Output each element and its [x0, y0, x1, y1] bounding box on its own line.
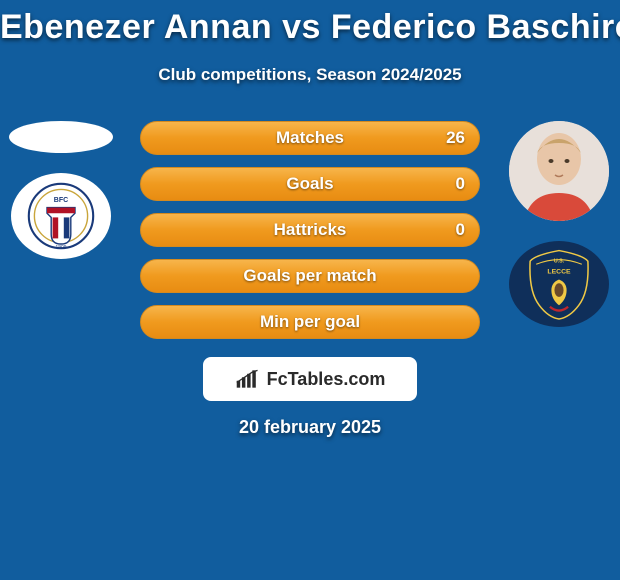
- player1-name: Ebenezer Annan: [0, 8, 272, 46]
- svg-text:BFC: BFC: [54, 197, 68, 204]
- page-title: Ebenezer Annan vs Federico Baschirotto: [0, 0, 620, 47]
- stat-label: Goals: [141, 168, 479, 200]
- stat-bar-hattricks: Hattricks 0: [140, 213, 480, 247]
- player1-avatar-placeholder: [9, 121, 113, 153]
- player2-avatar: [509, 121, 609, 221]
- bar-chart-icon: [235, 368, 261, 390]
- stat-bar-matches: Matches 26: [140, 121, 480, 155]
- stat-label: Min per goal: [141, 306, 479, 338]
- bfc-crest-icon: BFC 1909: [26, 181, 96, 251]
- stat-right-value: 26: [446, 122, 465, 154]
- stat-label: Matches: [141, 122, 479, 154]
- stat-bar-goals: Goals 0: [140, 167, 480, 201]
- stat-bars: Matches 26 Goals 0 Hattricks 0 Goals per…: [140, 121, 480, 339]
- svg-text:1909: 1909: [56, 244, 67, 250]
- left-column: BFC 1909: [6, 121, 116, 259]
- svg-text:U.S.: U.S.: [554, 259, 565, 265]
- player2-name: Federico Baschirotto: [331, 8, 620, 46]
- date-text: 20 february 2025: [0, 417, 620, 438]
- subtitle: Club competitions, Season 2024/2025: [0, 65, 620, 85]
- stat-right-value: 0: [456, 168, 465, 200]
- stat-label: Goals per match: [141, 260, 479, 292]
- brand-text: FcTables.com: [267, 369, 386, 390]
- svg-text:LECCE: LECCE: [547, 268, 571, 275]
- player-silhouette-icon: [509, 121, 609, 221]
- stat-right-value: 0: [456, 214, 465, 246]
- right-column: U.S. LECCE: [504, 121, 614, 327]
- lecce-crest-icon: U.S. LECCE: [521, 246, 597, 322]
- vs-text: vs: [282, 8, 321, 46]
- player2-club-crest: U.S. LECCE: [509, 241, 609, 327]
- stat-bar-gpm: Goals per match: [140, 259, 480, 293]
- player1-club-crest: BFC 1909: [11, 173, 111, 259]
- brand-chip: FcTables.com: [203, 357, 417, 401]
- stat-label: Hattricks: [141, 214, 479, 246]
- comparison-panel: BFC 1909 U.S. LECCE: [0, 121, 620, 438]
- stat-bar-mpg: Min per goal: [140, 305, 480, 339]
